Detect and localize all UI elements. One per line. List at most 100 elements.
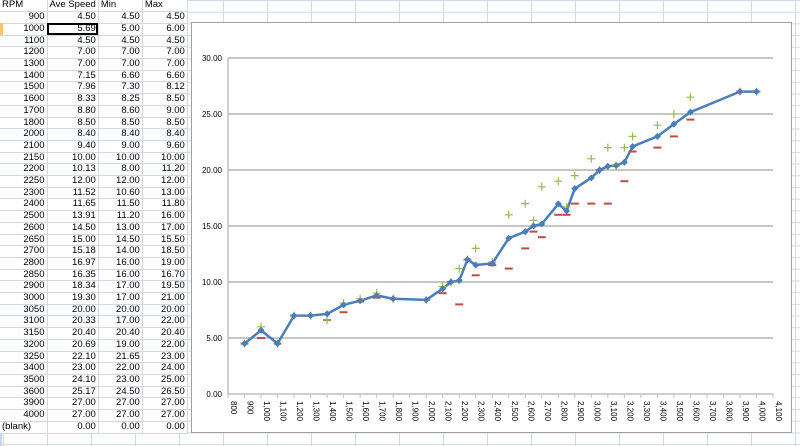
line-chart[interactable]: 0.00 5.00 10.00 15.00 20.00 25.00 30.00 800 900 1… xyxy=(191,22,792,433)
rpm-cell[interactable]: 2250 xyxy=(0,175,48,188)
max-cell[interactable]: 10.00 xyxy=(142,152,188,165)
max-cell[interactable]: 7.00 xyxy=(142,58,188,71)
ave-speed-cell[interactable]: 9.40 xyxy=(47,140,99,153)
ave-speed-cell[interactable]: 8.80 xyxy=(47,105,99,118)
max-cell[interactable]: 6.00 xyxy=(142,23,188,36)
column-header[interactable]: RPM xyxy=(0,0,48,13)
rpm-cell[interactable]: 3250 xyxy=(0,351,48,364)
ave-speed-cell[interactable]: 27.00 xyxy=(47,409,99,422)
ave-speed-cell[interactable]: 16.35 xyxy=(47,269,99,282)
rpm-cell[interactable]: (blank) xyxy=(0,421,48,434)
rpm-cell[interactable]: 2600 xyxy=(0,222,48,235)
ave-speed-cell[interactable]: 7.00 xyxy=(47,58,99,71)
min-cell[interactable]: 11.50 xyxy=(98,199,143,212)
min-cell[interactable]: 13.00 xyxy=(98,222,143,235)
min-cell[interactable]: 19.00 xyxy=(98,339,143,352)
min-cell[interactable]: 16.00 xyxy=(98,257,143,270)
rpm-cell[interactable]: 1000 xyxy=(0,23,48,36)
min-cell[interactable]: 17.00 xyxy=(98,316,143,329)
min-cell[interactable]: 0.00 xyxy=(98,421,143,434)
rpm-cell[interactable]: 1800 xyxy=(0,117,48,130)
min-cell[interactable]: 14.50 xyxy=(98,234,143,247)
min-cell[interactable]: 4.50 xyxy=(98,35,143,48)
min-cell[interactable]: 16.00 xyxy=(98,269,143,282)
max-cell[interactable]: 19.50 xyxy=(142,281,188,294)
ave-speed-cell[interactable]: 27.00 xyxy=(47,398,99,411)
min-cell[interactable]: 10.60 xyxy=(98,187,143,200)
min-cell[interactable]: 22.00 xyxy=(98,363,143,375)
min-cell[interactable]: 20.40 xyxy=(98,327,143,340)
ave-speed-cell[interactable]: 8.50 xyxy=(47,117,99,130)
max-cell[interactable]: 27.00 xyxy=(142,409,188,422)
max-cell[interactable]: 20.40 xyxy=(142,327,188,340)
min-cell[interactable]: 8.50 xyxy=(98,117,143,130)
rpm-cell[interactable]: 1200 xyxy=(0,47,48,59)
ave-speed-cell[interactable]: 0.00 xyxy=(47,421,99,434)
min-cell[interactable]: 8.40 xyxy=(98,129,143,141)
ave-speed-cell[interactable]: 11.52 xyxy=(47,187,99,200)
ave-speed-cell[interactable]: 16.97 xyxy=(47,257,99,270)
ave-speed-cell[interactable]: 20.69 xyxy=(47,339,99,352)
rpm-cell[interactable]: 3900 xyxy=(0,398,48,411)
column-header[interactable]: Min xyxy=(98,0,143,13)
max-cell[interactable]: 22.00 xyxy=(142,316,188,329)
max-cell[interactable]: 6.60 xyxy=(142,70,188,83)
rpm-cell[interactable]: 1700 xyxy=(0,105,48,118)
rpm-cell[interactable]: 2800 xyxy=(0,257,48,270)
min-cell[interactable]: 20.00 xyxy=(98,304,143,317)
max-cell[interactable]: 19.00 xyxy=(142,257,188,270)
ave-speed-cell[interactable]: 7.96 xyxy=(47,82,99,95)
max-cell[interactable]: 9.60 xyxy=(142,140,188,153)
rpm-cell[interactable]: 2150 xyxy=(0,152,48,165)
rpm-cell[interactable]: 3600 xyxy=(0,386,48,399)
max-cell[interactable]: 4.50 xyxy=(142,11,188,24)
rpm-cell[interactable]: 900 xyxy=(0,11,48,24)
rpm-cell[interactable]: 2900 xyxy=(0,281,48,294)
min-cell[interactable]: 10.00 xyxy=(98,152,143,165)
max-cell[interactable]: 11.20 xyxy=(142,164,188,177)
min-cell[interactable]: 17.00 xyxy=(98,292,143,305)
ave-speed-cell[interactable]: 5.69 xyxy=(47,23,99,36)
min-cell[interactable]: 11.20 xyxy=(98,210,143,223)
rpm-cell[interactable]: 2300 xyxy=(0,187,48,200)
ave-speed-cell[interactable]: 15.18 xyxy=(47,246,99,258)
ave-speed-cell[interactable]: 14.50 xyxy=(47,222,99,235)
max-cell[interactable]: 13.00 xyxy=(142,187,188,200)
max-cell[interactable]: 12.00 xyxy=(142,175,188,188)
ave-speed-cell[interactable]: 11.65 xyxy=(47,199,99,212)
min-cell[interactable]: 24.50 xyxy=(98,386,143,399)
rpm-cell[interactable]: 3150 xyxy=(0,327,48,340)
ave-speed-cell[interactable]: 10.13 xyxy=(47,164,99,177)
max-cell[interactable]: 0.00 xyxy=(142,421,188,434)
rpm-cell[interactable]: 2000 xyxy=(0,129,48,141)
ave-speed-cell[interactable]: 24.10 xyxy=(47,374,99,387)
ave-speed-cell[interactable]: 19.30 xyxy=(47,292,99,305)
max-cell[interactable]: 7.00 xyxy=(142,47,188,59)
ave-speed-cell[interactable]: 10.00 xyxy=(47,152,99,165)
max-cell[interactable]: 8.40 xyxy=(142,129,188,141)
min-cell[interactable]: 27.00 xyxy=(98,398,143,411)
rpm-cell[interactable]: 3000 xyxy=(0,292,48,305)
max-cell[interactable]: 17.00 xyxy=(142,222,188,235)
max-cell[interactable]: 18.50 xyxy=(142,246,188,258)
max-cell[interactable]: 22.00 xyxy=(142,339,188,352)
rpm-cell[interactable]: 4000 xyxy=(0,409,48,422)
max-cell[interactable]: 11.80 xyxy=(142,199,188,212)
ave-speed-cell[interactable]: 18.34 xyxy=(47,281,99,294)
ave-speed-cell[interactable]: 25.17 xyxy=(47,386,99,399)
min-cell[interactable]: 12.00 xyxy=(98,175,143,188)
rpm-cell[interactable]: 3400 xyxy=(0,363,48,375)
rpm-cell[interactable]: 2200 xyxy=(0,164,48,177)
max-cell[interactable]: 24.00 xyxy=(142,363,188,375)
max-cell[interactable]: 8.50 xyxy=(142,117,188,130)
ave-speed-cell[interactable]: 4.50 xyxy=(47,35,99,48)
rpm-cell[interactable]: 3050 xyxy=(0,304,48,317)
column-header[interactable]: Max xyxy=(142,0,188,13)
min-cell[interactable]: 17.00 xyxy=(98,281,143,294)
min-cell[interactable]: 8.60 xyxy=(98,105,143,118)
max-cell[interactable]: 9.00 xyxy=(142,105,188,118)
rpm-cell[interactable]: 1300 xyxy=(0,58,48,71)
min-cell[interactable]: 7.00 xyxy=(98,58,143,71)
ave-speed-cell[interactable]: 20.00 xyxy=(47,304,99,317)
max-cell[interactable]: 23.00 xyxy=(142,351,188,364)
